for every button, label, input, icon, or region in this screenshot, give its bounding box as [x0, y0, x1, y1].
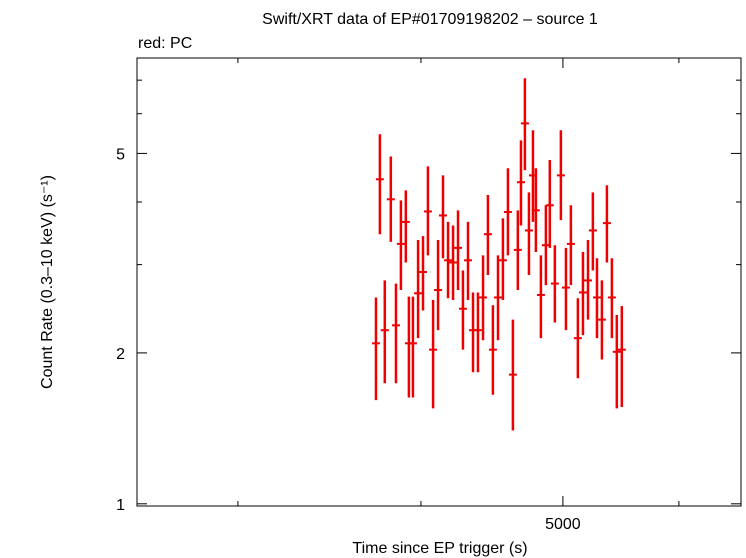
plot-frame [136, 57, 742, 507]
x-axis-label: Time since EP trigger (s) [352, 540, 527, 557]
y-tick-label: 1 [116, 497, 125, 514]
chart-subtitle: red: PC [138, 35, 192, 52]
y-axis-label: Count Rate (0.3–10 keV) (s⁻¹) [39, 175, 56, 389]
y-tick-label: 5 [116, 146, 125, 163]
chart-title: Swift/XRT data of EP#01709198202 – sourc… [262, 11, 598, 28]
y-tick-label: 2 [116, 346, 125, 363]
x-tick-label: 5000 [545, 516, 581, 533]
